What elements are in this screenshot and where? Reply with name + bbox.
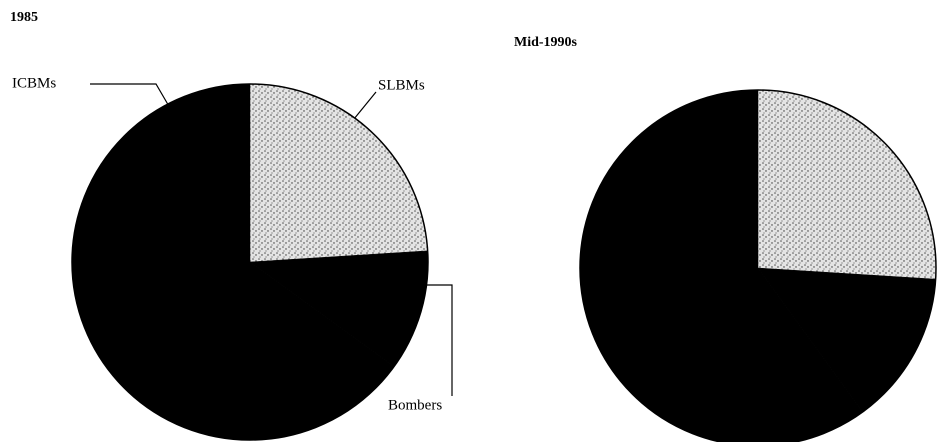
pie-outline bbox=[579, 89, 937, 442]
leader-line bbox=[90, 83, 171, 109]
leader-line bbox=[425, 284, 453, 396]
pie-outline bbox=[71, 83, 429, 441]
slice-label: ICBMs bbox=[12, 75, 56, 91]
pie-slice bbox=[758, 90, 936, 280]
pie-slice bbox=[250, 84, 428, 262]
slice-label: SLBMs bbox=[378, 77, 425, 93]
chart-title: Mid-1990s bbox=[514, 35, 578, 50]
chart-title: 1985 bbox=[10, 10, 38, 25]
slice-label: Bombers bbox=[388, 397, 442, 413]
